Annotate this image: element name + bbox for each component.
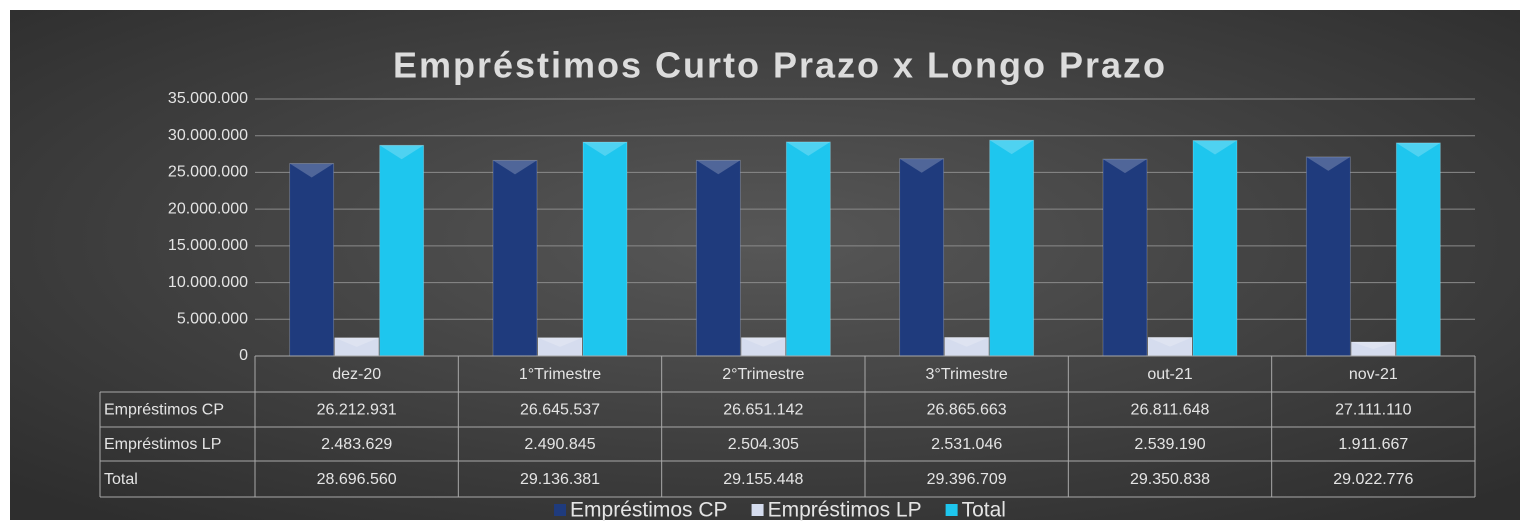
legend-label: Total <box>962 499 1006 522</box>
bar-bevel <box>379 145 424 160</box>
table-cell: 28.696.560 <box>317 471 397 488</box>
table-cell: 2.539.190 <box>1134 436 1205 453</box>
y-tick-label: 15.000.000 <box>168 237 248 254</box>
bar <box>492 159 538 357</box>
table-cell: 26.651.142 <box>723 402 803 419</box>
x-tick-label: dez-20 <box>332 366 381 383</box>
bar <box>1192 140 1238 357</box>
bar <box>1102 158 1148 357</box>
bar-bevel <box>989 140 1034 155</box>
table-cell: 2.531.046 <box>931 436 1002 453</box>
x-tick-label: 1°Trimestre <box>519 366 601 383</box>
bar-bevel <box>786 141 831 156</box>
bar-bevel <box>944 337 989 347</box>
table-cell: 1.911.667 <box>1338 436 1408 453</box>
y-tick-label: 25.000.000 <box>168 164 248 181</box>
y-tick-label: 5.000.000 <box>177 311 248 328</box>
x-tick-label: out-21 <box>1147 366 1192 383</box>
table-cell: 29.396.709 <box>927 471 1007 488</box>
x-tick-label: nov-21 <box>1349 366 1398 383</box>
bar-bevel <box>1103 159 1147 174</box>
table-cell: 2.504.305 <box>728 436 799 453</box>
y-tick-label: 0 <box>239 347 248 364</box>
table-cell: 29.022.776 <box>1333 471 1413 488</box>
table-row-header: Total <box>104 471 138 488</box>
legend-swatch <box>751 504 764 516</box>
table-cell: 29.350.838 <box>1130 471 1210 488</box>
bar <box>1395 142 1441 357</box>
bar <box>989 139 1035 357</box>
bar <box>379 144 425 357</box>
table-row-header: Empréstimos CP <box>104 402 224 419</box>
bar-bevel <box>696 160 741 175</box>
bar-bevel <box>583 142 627 157</box>
bar-bevel <box>741 337 786 347</box>
bar <box>289 163 335 357</box>
bar <box>582 141 628 357</box>
bar-bevel <box>538 337 582 347</box>
bar-bevel <box>493 160 537 175</box>
bar-bevel <box>899 158 944 173</box>
legend-swatch <box>945 504 958 516</box>
x-tick-label: 3°Trimestre <box>926 366 1008 383</box>
bar-bevel <box>1148 337 1192 347</box>
bar <box>695 159 741 357</box>
table-row-header: Empréstimos LP <box>104 436 221 453</box>
bar-bevel <box>289 163 334 178</box>
bar-bevel <box>1396 142 1441 157</box>
x-tick-label: 2°Trimestre <box>722 366 804 383</box>
bar-bevel <box>334 337 379 347</box>
bar <box>899 158 945 357</box>
bar <box>1305 156 1351 357</box>
bar-bevel <box>1306 156 1351 171</box>
table-cell: 26.865.663 <box>927 402 1007 419</box>
table-cell: 2.483.629 <box>321 436 392 453</box>
table-cell: 29.155.448 <box>723 471 803 488</box>
y-tick-label: 20.000.000 <box>168 200 248 217</box>
y-tick-label: 10.000.000 <box>168 274 248 291</box>
bar <box>785 141 831 357</box>
table-cell: 26.212.931 <box>317 402 397 419</box>
table-cell: 27.111.110 <box>1335 402 1412 419</box>
table-cell: 26.811.648 <box>1131 402 1210 419</box>
bar-bevel <box>1193 140 1237 155</box>
table-cell: 29.136.381 <box>520 471 600 488</box>
legend-label: Empréstimos LP <box>768 499 922 522</box>
bar-bevel <box>1351 341 1396 349</box>
legend-swatch <box>554 504 567 516</box>
y-tick-label: 35.000.000 <box>168 90 248 107</box>
table-cell: 2.490.845 <box>524 436 595 453</box>
legend-label: Empréstimos CP <box>570 499 728 522</box>
table-cell: 26.645.537 <box>520 402 600 419</box>
chart-title: Empréstimos Curto Prazo x Longo Prazo <box>393 45 1167 86</box>
y-tick-label: 30.000.000 <box>168 127 248 144</box>
chart-background <box>10 10 1520 520</box>
